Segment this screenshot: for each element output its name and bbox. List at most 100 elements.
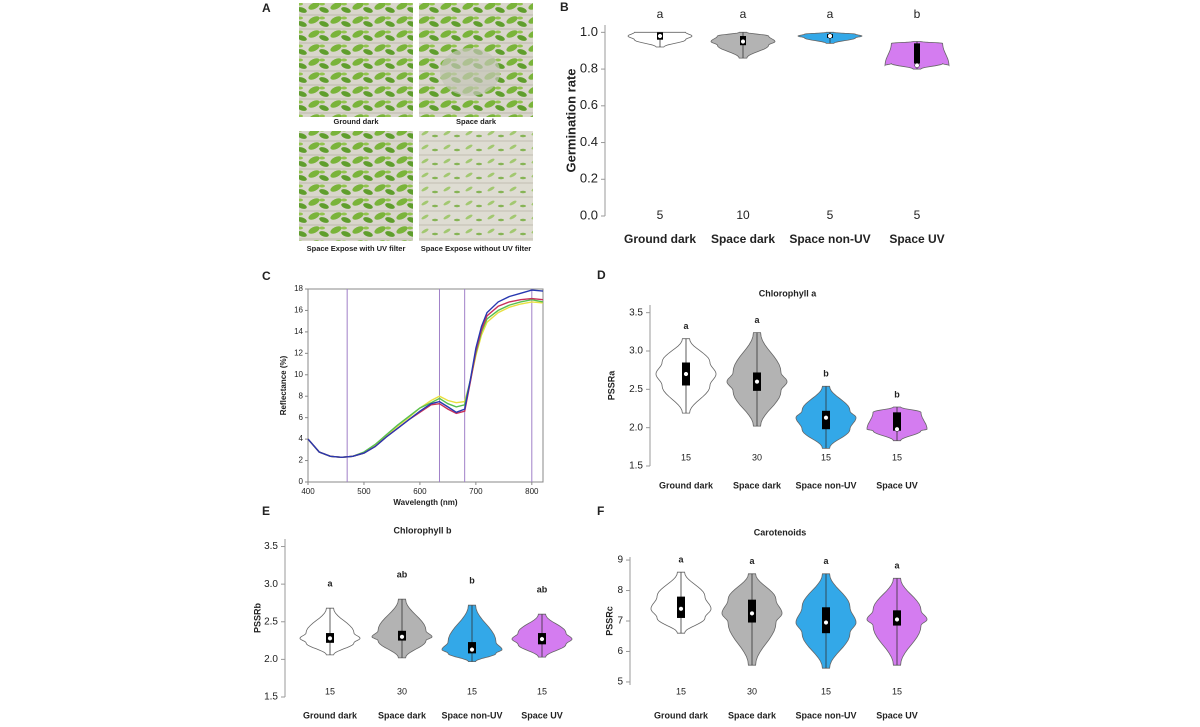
- sample-size: 15: [325, 686, 335, 696]
- x-tick-label: Space UV: [876, 710, 918, 720]
- spectrum-line: [307, 298, 544, 459]
- median: [827, 33, 833, 39]
- y-tick-label: 0.2: [580, 171, 598, 186]
- box: [914, 43, 920, 64]
- x-tick-label: 600: [413, 487, 427, 496]
- y-tick-label: 3.0: [264, 579, 278, 590]
- sample-size: 15: [537, 686, 547, 696]
- group-letter: a: [827, 7, 834, 21]
- plot-frame: [307, 288, 544, 483]
- y-tick-label: 0: [299, 477, 304, 486]
- median: [749, 610, 755, 616]
- y-tick-label: 2.0: [629, 422, 643, 433]
- group-letter: a: [754, 315, 760, 325]
- median: [469, 647, 475, 653]
- median: [894, 616, 900, 623]
- y-tick-label: 2.5: [264, 616, 278, 627]
- x-tick-label: Space dark: [711, 232, 775, 246]
- photo-caption: Space dark: [456, 117, 497, 126]
- y-axis-label: PSSRc: [604, 606, 614, 636]
- y-tick-label: 10: [294, 370, 303, 379]
- y-tick-label: 2: [299, 456, 304, 465]
- x-tick-label: Space non-UV: [789, 232, 870, 246]
- x-tick-label: Space non-UV: [795, 480, 856, 490]
- y-tick-label: 8: [617, 585, 623, 596]
- sample-size: 15: [467, 686, 477, 696]
- x-tick-label: 400: [301, 487, 315, 496]
- x-tick-label: 800: [525, 487, 539, 496]
- photo: [299, 3, 413, 117]
- median: [914, 62, 920, 68]
- chart-title: Chlorophyll b: [394, 525, 452, 535]
- sample-size: 5: [914, 208, 921, 222]
- chart-panel: E 1.5 2.0 2.5 3.0 3.5 PSSRb Chlorophyll b a 15 Gro…: [252, 504, 573, 720]
- panel-letter: A: [262, 1, 271, 15]
- photo-panel: A Ground dark Space dark Space Expose wi…: [262, 1, 533, 253]
- median: [657, 33, 663, 39]
- y-tick-label: 0.0: [580, 207, 598, 222]
- x-tick-label: Ground dark: [303, 710, 358, 720]
- sample-size: 15: [676, 686, 686, 696]
- photo-caption: Space Expose without UV filter: [421, 244, 532, 253]
- group-letter: b: [469, 576, 475, 586]
- box: [893, 412, 901, 431]
- panel-letter: E: [262, 504, 270, 518]
- y-tick-label: 4: [299, 434, 304, 443]
- group-letter: ab: [537, 585, 548, 595]
- y-axis-label: PSSRb: [252, 602, 262, 633]
- chart-panel: C 0 2 4 6 8 10 12 14 16 18 400 500 600 700 800 Wavelengt…: [262, 269, 544, 507]
- y-tick-label: 0.8: [580, 61, 598, 76]
- y-tick-label: 8: [299, 391, 304, 400]
- y-tick-label: 18: [294, 284, 303, 293]
- sample-size: 10: [736, 208, 750, 222]
- spectrum-line: [307, 297, 544, 459]
- x-tick-label: Space UV: [876, 480, 918, 490]
- group-letter: b: [914, 7, 921, 21]
- x-tick-label: Space UV: [521, 710, 563, 720]
- sample-size: 30: [397, 686, 407, 696]
- photo-caption: Space Expose with UV filter: [307, 244, 406, 253]
- group-letter: a: [327, 579, 333, 589]
- sample-size: 15: [821, 452, 831, 462]
- y-tick-label: 1.5: [264, 692, 278, 703]
- sample-size: 30: [752, 452, 762, 462]
- sample-size: 15: [892, 686, 902, 696]
- y-tick-label: 14: [294, 327, 303, 336]
- median: [399, 634, 405, 640]
- median: [683, 371, 689, 377]
- photo: [299, 131, 413, 241]
- chart-title: Chlorophyll a: [759, 288, 817, 298]
- x-tick-label: 500: [357, 487, 371, 496]
- y-tick-label: 9: [617, 555, 623, 566]
- median: [823, 415, 829, 421]
- y-tick-label: 6: [617, 646, 623, 657]
- y-axis-label: Germination rate: [563, 68, 578, 172]
- chart-panel: F 5 6 7 8 9 PSSRc Carotenoids a 15 Ground dark a 30 S…: [597, 504, 928, 720]
- y-tick-label: 1.0: [580, 24, 598, 39]
- x-axis-label: Wavelength (nm): [393, 498, 457, 507]
- photo-caption: Ground dark: [333, 117, 379, 126]
- y-tick-label: 0.4: [580, 134, 598, 149]
- y-tick-label: 3.5: [629, 307, 643, 318]
- panel-letter: B: [560, 0, 569, 14]
- median: [740, 38, 746, 45]
- chart-title: Carotenoids: [754, 527, 807, 537]
- x-tick-label: 700: [469, 487, 483, 496]
- x-tick-label: Space non-UV: [795, 710, 856, 720]
- median: [678, 606, 684, 612]
- y-tick-label: 16: [294, 306, 303, 315]
- sample-size: 15: [892, 452, 902, 462]
- group-letter: a: [823, 556, 829, 566]
- x-tick-label: Space non-UV: [441, 710, 502, 720]
- chart-panel: D 1.5 2.0 2.5 3.0 3.5 PSSRa Chlorophyll a a 15 Gro…: [597, 268, 928, 490]
- x-tick-label: Ground dark: [659, 480, 714, 490]
- photo-detail: [440, 48, 500, 96]
- x-tick-label: Ground dark: [624, 232, 696, 246]
- sample-size: 15: [821, 686, 831, 696]
- panel-letter: C: [262, 269, 271, 283]
- spectrum-line: [307, 289, 544, 459]
- spectrum-line: [307, 301, 544, 459]
- sample-size: 15: [681, 452, 691, 462]
- median: [539, 636, 545, 642]
